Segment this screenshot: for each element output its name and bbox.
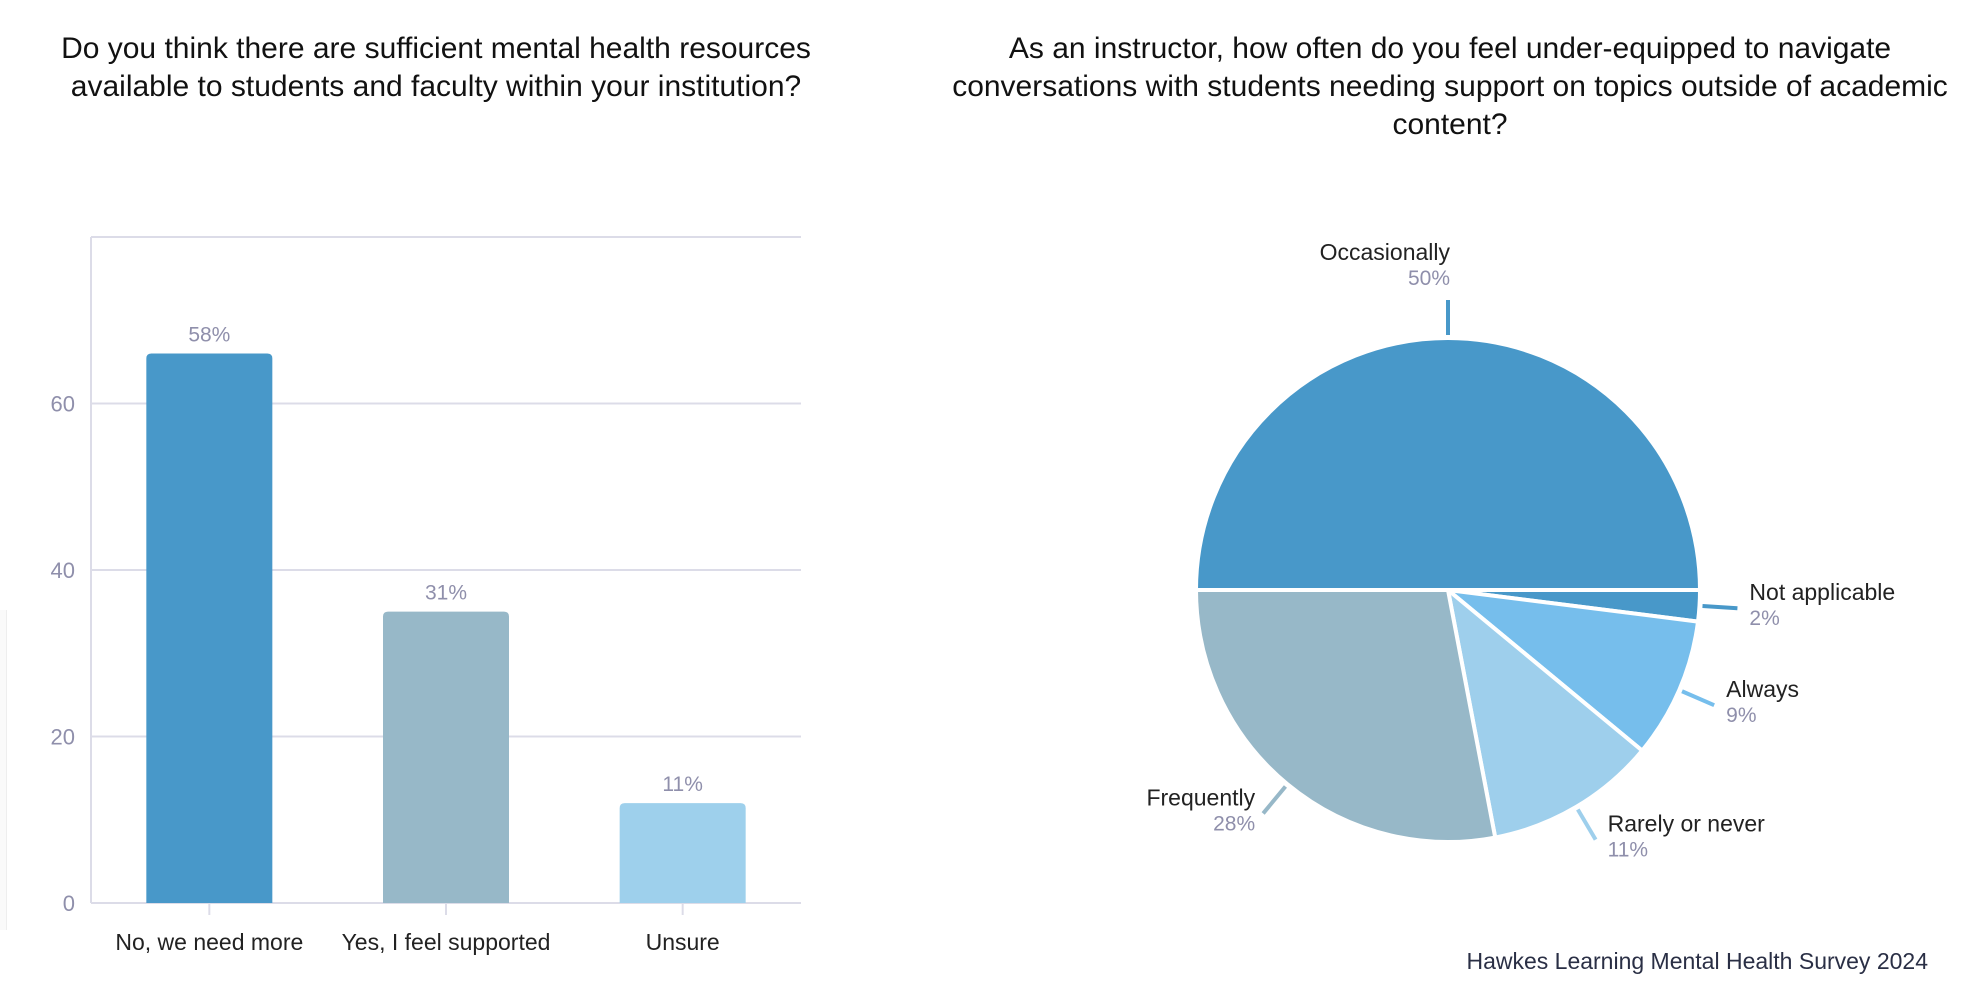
bar-data-label: 31% [425,582,467,605]
bar-data-label: 58% [188,324,230,347]
x-tick-label: Yes, I feel supported [342,929,551,955]
bar-data-label: 11% [662,773,702,796]
pie-percent-label: 28% [1213,812,1255,835]
source-footer: Hawkes Learning Mental Health Survey 202… [1466,948,1928,974]
pie-label: Rarely or never [1608,811,1766,837]
pie-percent-label: 9% [1726,704,1756,727]
pie-connector [1681,689,1715,708]
bar [383,611,509,903]
pie-connector [1576,808,1598,841]
x-tick-label: No, we need more [115,929,303,955]
pie-connector [1702,604,1738,611]
y-tick-label: 20 [51,725,75,750]
x-tick-label: Unsure [646,929,720,955]
pie-connector [1261,785,1287,815]
panel-edge [0,610,7,930]
y-tick-label: 60 [51,392,75,417]
bar-chart-title: Do you think there are sufficient mental… [61,32,811,103]
pie-slice [1193,336,1703,592]
pie-percent-label: 50% [1408,267,1450,290]
pie-chart-title: As an instructor, how often do you feel … [952,32,1948,141]
pie-label: Always [1726,676,1799,702]
pie-slice [1444,584,1645,840]
y-tick-label: 0 [63,891,75,916]
pie-label: Not applicable [1749,579,1895,605]
pie-slice [1441,587,1701,754]
bar [146,353,273,903]
pie-label: Occasionally [1320,239,1451,265]
pie-percent-label: 2% [1749,607,1779,630]
bar [619,803,746,903]
pie-percent-label: 11% [1608,839,1648,862]
pie-slice [1193,588,1498,844]
y-tick-label: 40 [51,558,75,583]
pie-label: Frequently [1146,784,1255,810]
